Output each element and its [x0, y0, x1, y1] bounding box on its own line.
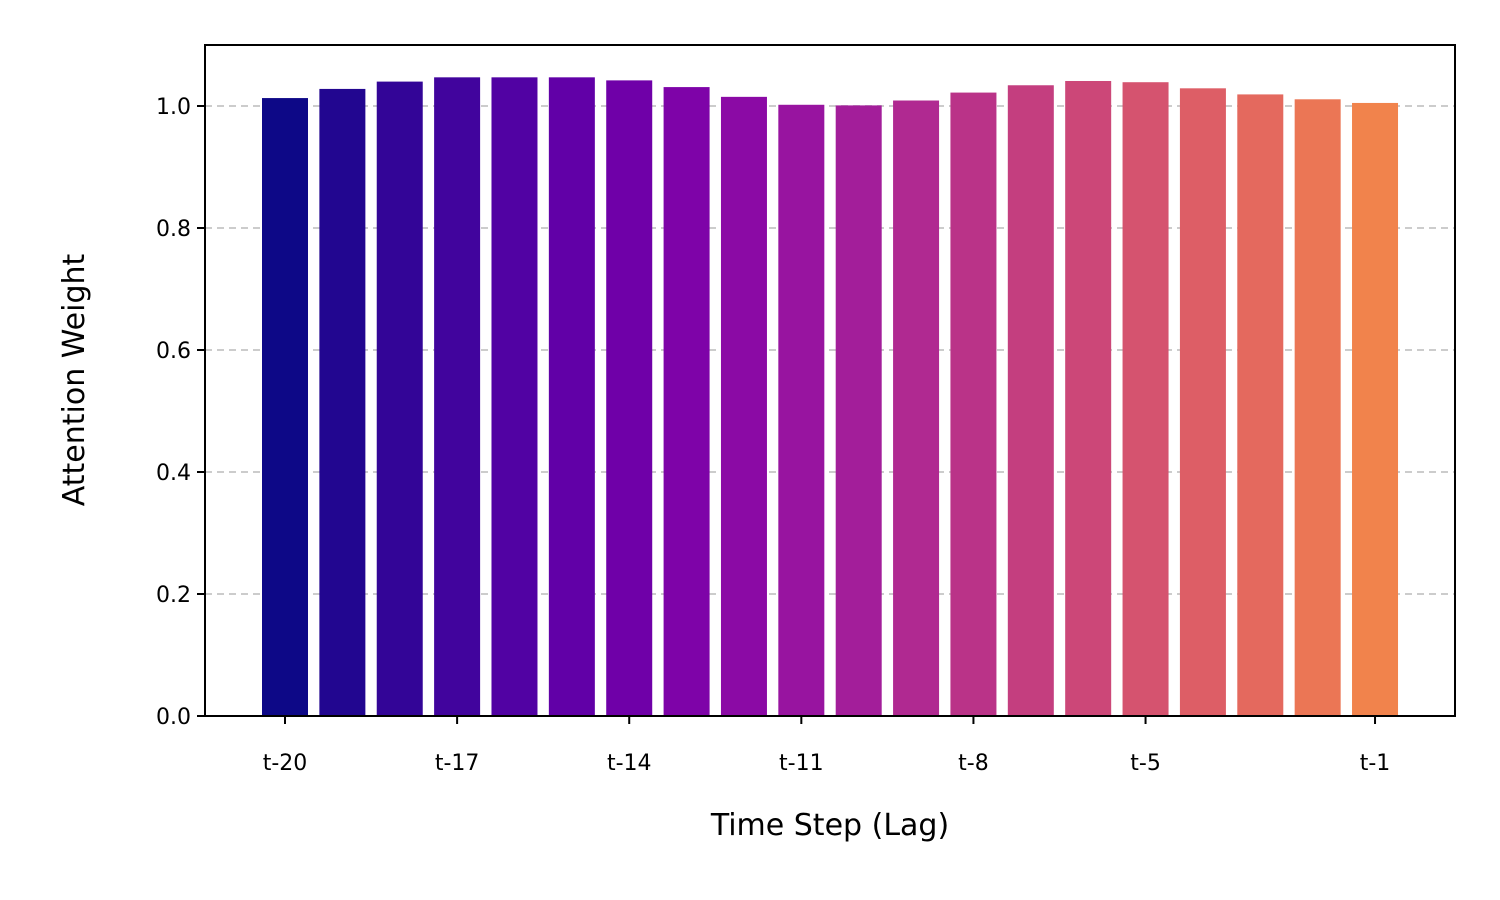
y-tick-label: 0.0 [156, 705, 191, 730]
y-tick-label: 1.0 [156, 95, 191, 120]
bar-t-4 [1179, 88, 1226, 716]
bar-t-6 [1065, 80, 1112, 717]
plot-frame [204, 44, 1456, 717]
y-tick-label: 0.2 [156, 583, 191, 608]
y-tick-label: 0.8 [156, 217, 191, 242]
bar-t-7 [1007, 85, 1054, 716]
y-tick-label: 0.6 [156, 339, 191, 364]
bar-t-13 [663, 87, 710, 717]
y-tick-label: 0.4 [156, 461, 191, 486]
bar-t-14 [606, 80, 653, 716]
x-tick-label: t-20 [263, 751, 308, 776]
bar-t-19 [319, 88, 366, 717]
x-tick-label: t-5 [1130, 751, 1161, 776]
x-axis: t-20 t-17 t-14 t-11 t-8 t-5 t-1 [263, 716, 1391, 776]
x-tick-label: t-8 [958, 751, 989, 776]
bar-t-17 [434, 77, 481, 716]
bar-t-2 [1294, 99, 1341, 717]
bar-t-12 [720, 96, 767, 717]
bar-t-18 [376, 81, 423, 717]
y-axis: 0.0 0.2 0.4 0.6 0.8 1.0 [156, 95, 205, 730]
y-axis-title: Attention Weight [57, 254, 92, 507]
bar-t-10 [835, 105, 882, 716]
bar-t-9 [893, 100, 940, 716]
bar-t-16 [491, 77, 538, 716]
x-tick-label: t-1 [1360, 751, 1391, 776]
bar-t-3 [1237, 94, 1284, 716]
x-tick-label: t-11 [779, 751, 824, 776]
bars [262, 77, 1399, 717]
x-axis-title: Time Step (Lag) [710, 808, 949, 843]
bar-t-1 [1352, 102, 1399, 716]
x-tick-label: t-17 [435, 751, 480, 776]
bar-t-8 [950, 92, 997, 716]
bar-t-5 [1122, 82, 1169, 716]
bar-t-20 [262, 98, 308, 716]
bar-t-15 [548, 77, 595, 716]
bar-t-11 [778, 104, 825, 716]
x-tick-label: t-14 [607, 751, 652, 776]
